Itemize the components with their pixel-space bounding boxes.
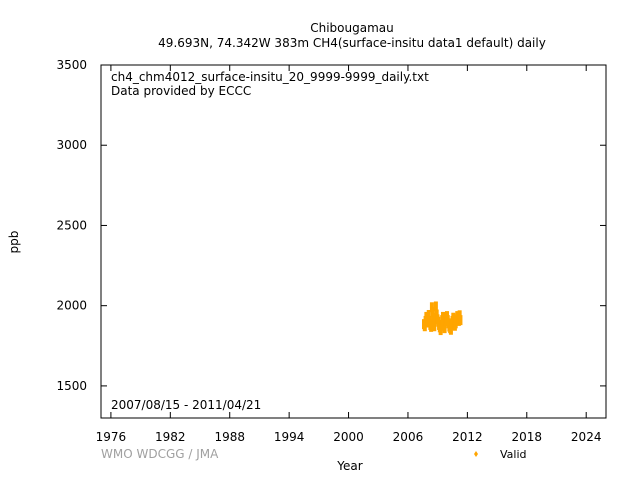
x-tick-label: 1982 <box>155 430 186 444</box>
period-annotation: 2007/08/15 - 2011/04/21 <box>111 398 261 412</box>
credit-text: WMO WDCGG / JMA <box>101 447 219 461</box>
x-tick-label: 1994 <box>274 430 305 444</box>
y-axis: 1500 2000 2500 3000 3500 <box>56 58 606 393</box>
x-axis-label: Year <box>336 459 362 473</box>
data-point <box>430 307 435 318</box>
y-tick-label: 3000 <box>56 138 87 152</box>
x-tick-label: 2024 <box>571 430 602 444</box>
data-point <box>429 321 434 332</box>
data-point <box>432 321 437 332</box>
y-tick-label: 1500 <box>56 379 87 393</box>
y-tick-label: 2000 <box>56 299 87 313</box>
plot-frame <box>100 64 607 419</box>
data-point <box>422 321 427 332</box>
data-point <box>426 309 431 320</box>
data-point <box>441 311 446 322</box>
y-tick-label: 3500 <box>56 58 87 72</box>
provider-annotation: Data provided by ECCC <box>111 84 251 98</box>
x-axis: 1976 1982 1988 1994 2000 2006 2012 2018 2024 <box>96 65 602 444</box>
y-axis-label: ppb <box>7 231 21 254</box>
legend: Valid <box>474 448 527 461</box>
x-tick-label: 2012 <box>452 430 483 444</box>
data-point <box>439 320 444 331</box>
chart-title-line2: 49.693N, 74.342W 383m CH4(surface-insitu… <box>158 36 546 50</box>
legend-marker-valid <box>474 451 478 457</box>
data-point <box>458 315 463 326</box>
legend-label-valid: Valid <box>500 448 527 461</box>
x-tick-label: 2018 <box>512 430 543 444</box>
x-tick-label: 2000 <box>333 430 364 444</box>
data-points-valid <box>422 301 463 336</box>
data-point <box>442 323 447 334</box>
data-point <box>433 301 438 312</box>
x-tick-label: 2006 <box>393 430 424 444</box>
x-tick-label: 1976 <box>96 430 127 444</box>
x-tick-label: 1988 <box>214 430 245 444</box>
filename-annotation: ch4_chm4012_surface-insitu_20_9999-9999_… <box>111 70 429 84</box>
chart-title-line1: Chibougamau <box>310 21 394 35</box>
y-tick-label: 2500 <box>56 218 87 232</box>
